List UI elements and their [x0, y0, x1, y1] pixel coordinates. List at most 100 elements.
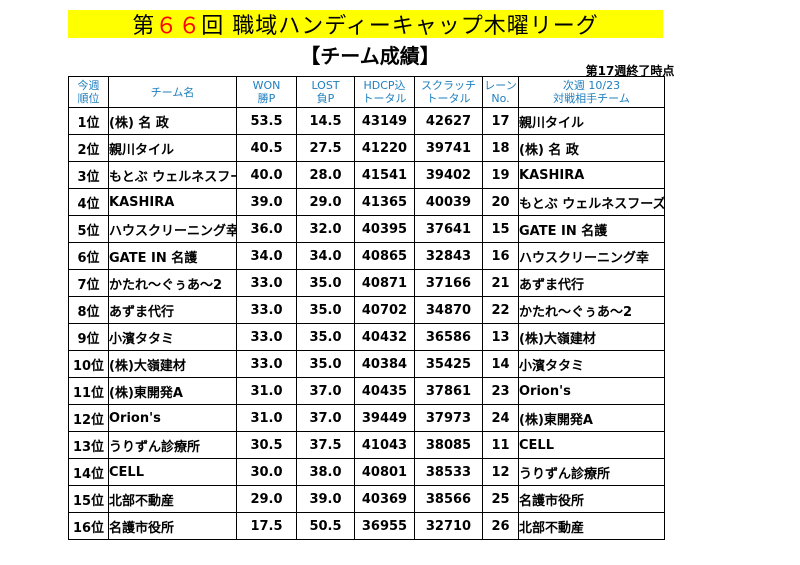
- lost-points-cell: 35.0: [296, 323, 355, 351]
- won-points-cell: 40.5: [236, 134, 297, 162]
- opponent-cell: CELL: [518, 431, 665, 459]
- lane-number-cell: 13: [482, 323, 519, 351]
- lane-number-cell: 25: [482, 485, 519, 513]
- opponent-cell: GATE IN 名護: [518, 215, 665, 243]
- scratch-total-cell: 42627: [414, 107, 483, 135]
- won-points-cell: 33.0: [236, 296, 297, 324]
- lane-number-cell: 11: [482, 431, 519, 459]
- rank-cell: 5位: [68, 215, 109, 243]
- lost-points-cell: 50.5: [296, 512, 355, 540]
- rank-cell: 10位: [68, 350, 109, 378]
- rank-cell: 2位: [68, 134, 109, 162]
- rank-cell: 16位: [68, 512, 109, 540]
- column-header-line2: 負P: [316, 92, 335, 105]
- table-row: 12位 Orion's 31.0 37.0 39449 37973 24 (株)東開発A: [68, 404, 665, 432]
- hdcp-total-cell: 40871: [354, 269, 415, 297]
- lane-number-cell: 12: [482, 458, 519, 486]
- hdcp-total-cell: 41220: [354, 134, 415, 162]
- column-header-line2: トータル: [426, 92, 471, 105]
- team-name-cell: (株)大嶺建材: [108, 350, 237, 378]
- team-name-cell: もとぶ ウェルネスフーズ: [108, 161, 237, 189]
- hdcp-total-cell: 40865: [354, 242, 415, 270]
- won-points-cell: 33.0: [236, 323, 297, 351]
- lost-points-cell: 39.0: [296, 485, 355, 513]
- hdcp-total-cell: 40369: [354, 485, 415, 513]
- team-name-cell: かたれ～ぐぅあ～2: [108, 269, 237, 297]
- team-name-cell: CELL: [108, 458, 237, 486]
- won-points-cell: 17.5: [236, 512, 297, 540]
- opponent-cell: 親川タイル: [518, 107, 665, 135]
- lost-points-cell: 14.5: [296, 107, 355, 135]
- won-points-cell: 31.0: [236, 404, 297, 432]
- opponent-cell: 小濱タタミ: [518, 350, 665, 378]
- rank-cell: 15位: [68, 485, 109, 513]
- lane-number-cell: 16: [482, 242, 519, 270]
- team-name-cell: Orion's: [108, 404, 237, 432]
- hdcp-total-cell: 41541: [354, 161, 415, 189]
- won-points-cell: 33.0: [236, 269, 297, 297]
- column-header: レーン No.: [482, 76, 519, 108]
- column-header-line2: 順位: [77, 92, 100, 105]
- hdcp-total-cell: 40395: [354, 215, 415, 243]
- hdcp-total-cell: 40432: [354, 323, 415, 351]
- scratch-total-cell: 36586: [414, 323, 483, 351]
- rank-cell: 7位: [68, 269, 109, 297]
- table-row: 6位 GATE IN 名護 34.0 34.0 40865 32843 16 ハウスクリーニン…: [68, 242, 665, 270]
- scratch-total-cell: 38533: [414, 458, 483, 486]
- team-name-cell: あずま代行: [108, 296, 237, 324]
- opponent-cell: かたれ～ぐぅあ～2: [518, 296, 665, 324]
- rank-cell: 4位: [68, 188, 109, 216]
- column-header-line1: LOST: [311, 79, 340, 92]
- table-row: 4位 KASHIRA 39.0 29.0 41365 40039 20 もとぶ ウェルネスフー…: [68, 188, 665, 216]
- rank-cell: 3位: [68, 161, 109, 189]
- lost-points-cell: 37.0: [296, 377, 355, 405]
- won-points-cell: 29.0: [236, 485, 297, 513]
- column-header: チーム名: [108, 76, 237, 108]
- as-of-label: 第17週終了時点: [585, 64, 675, 78]
- won-points-cell: 34.0: [236, 242, 297, 270]
- rank-cell: 9位: [68, 323, 109, 351]
- team-name-cell: 名護市役所: [108, 512, 237, 540]
- won-points-cell: 33.0: [236, 350, 297, 378]
- column-header-line2: No.: [491, 92, 510, 105]
- scratch-total-cell: 37973: [414, 404, 483, 432]
- hdcp-total-cell: 41365: [354, 188, 415, 216]
- lost-points-cell: 38.0: [296, 458, 355, 486]
- opponent-cell: うりずん診療所: [518, 458, 665, 486]
- hdcp-total-cell: 40801: [354, 458, 415, 486]
- hdcp-total-cell: 40384: [354, 350, 415, 378]
- column-header: WON 勝P: [236, 76, 297, 108]
- rank-cell: 14位: [68, 458, 109, 486]
- rank-cell: 6位: [68, 242, 109, 270]
- table-row: 10位 (株)大嶺建材 33.0 35.0 40384 35425 14 小濱タタミ: [68, 350, 665, 378]
- lost-points-cell: 27.5: [296, 134, 355, 162]
- lost-points-cell: 29.0: [296, 188, 355, 216]
- title-number: ６６: [155, 14, 202, 39]
- column-header: LOST 負P: [296, 76, 355, 108]
- column-header-line1: WON: [252, 79, 281, 92]
- hdcp-total-cell: 43149: [354, 107, 415, 135]
- title-prefix: 第: [132, 14, 156, 39]
- team-name-cell: (株)東開発A: [108, 377, 237, 405]
- lane-number-cell: 23: [482, 377, 519, 405]
- lost-points-cell: 37.5: [296, 431, 355, 459]
- lane-number-cell: 20: [482, 188, 519, 216]
- column-header: スクラッチ トータル: [414, 76, 483, 108]
- hdcp-total-cell: 40435: [354, 377, 415, 405]
- lane-number-cell: 24: [482, 404, 519, 432]
- opponent-cell: もとぶ ウェルネスフーズ: [518, 188, 665, 216]
- team-name-cell: ハウスクリーニング幸: [108, 215, 237, 243]
- lane-number-cell: 17: [482, 107, 519, 135]
- team-name-cell: (株) 名 政: [108, 107, 237, 135]
- lost-points-cell: 35.0: [296, 350, 355, 378]
- won-points-cell: 39.0: [236, 188, 297, 216]
- team-name-cell: うりずん診療所: [108, 431, 237, 459]
- lost-points-cell: 28.0: [296, 161, 355, 189]
- lost-points-cell: 37.0: [296, 404, 355, 432]
- table-row: 2位 親川タイル 40.5 27.5 41220 39741 18 (株) 名 政: [68, 134, 665, 162]
- table-body: 1位 (株) 名 政 53.5 14.5 43149 42627 17 親川タイル 2位 親川タイ…: [68, 107, 665, 540]
- header-row: 今週 順位 チーム名 WON 勝P LOST 負P HDCP込 トータル スクラッチ トータル レーン…: [68, 76, 665, 108]
- hdcp-total-cell: 36955: [354, 512, 415, 540]
- column-header-line2: 対戦相手チーム: [553, 92, 630, 105]
